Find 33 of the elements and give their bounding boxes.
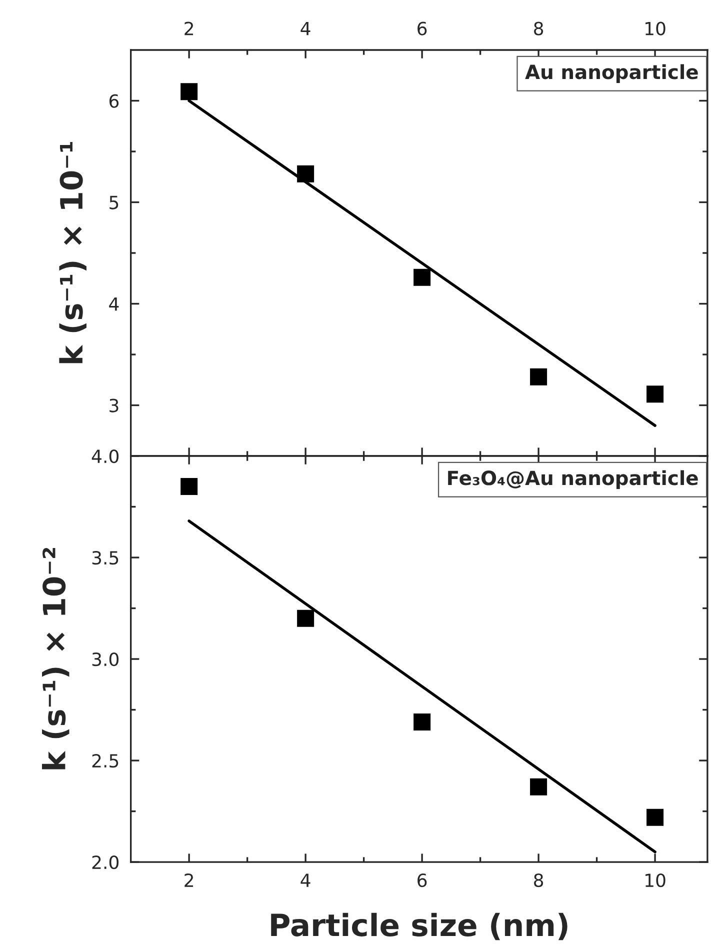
- x-tick-label: 2: [184, 22, 194, 36]
- x-tick-label: 10: [646, 22, 666, 36]
- y-tick-label: 3: [110, 398, 118, 412]
- point: [414, 268, 431, 286]
- point: [180, 83, 198, 100]
- point: [530, 778, 548, 796]
- x-tick-label: 10: [646, 873, 666, 888]
- y-tick-label: 5: [110, 196, 118, 210]
- point: [297, 610, 314, 627]
- y-tick-label: 2.0: [92, 855, 119, 870]
- x-tick-label: 8: [534, 873, 544, 888]
- point: [646, 386, 664, 403]
- point: [530, 368, 548, 386]
- x-axis-title: Particle size (nm): [271, 912, 568, 940]
- point: [646, 808, 664, 826]
- x-tick-label: 4: [300, 874, 310, 887]
- y-axis-title: k (s⁻¹) × 10⁻²: [42, 548, 70, 770]
- point: [414, 713, 431, 730]
- y-tick-label: 4.0: [92, 449, 119, 464]
- x-tick-label: 6: [418, 873, 427, 888]
- y-tick-label: 3.5: [92, 550, 118, 565]
- x-tick-label: 6: [418, 22, 427, 36]
- x-tick-label: 4: [300, 22, 310, 36]
- y-tick-label: 4: [109, 297, 119, 311]
- y-tick-label: 2.5: [92, 754, 118, 768]
- y-tick-label: 6: [109, 94, 119, 108]
- x-tick-label: 8: [534, 22, 544, 36]
- y-axis-title: k (s⁻¹) × 10⁻¹: [59, 142, 86, 364]
- annotation: Au nanoparticle: [525, 64, 698, 84]
- point: [180, 478, 198, 495]
- annotation: Fe₃O₄@Au nanoparticle: [448, 470, 698, 490]
- y-tick-label: 3.0: [92, 652, 119, 666]
- x-tick-label: 2: [184, 873, 194, 887]
